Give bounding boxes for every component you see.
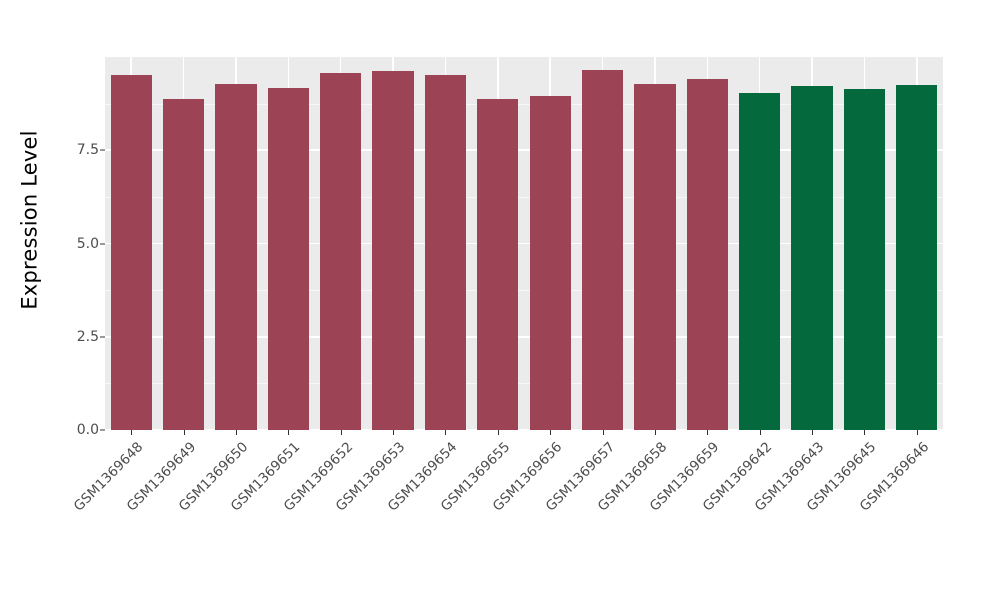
gridline-major-horizontal: [105, 242, 943, 245]
bar[interactable]: [896, 85, 938, 430]
gridline-minor-horizontal: [105, 196, 943, 198]
x-axis-tick-mark: [445, 430, 447, 435]
gridline-minor-horizontal: [105, 290, 943, 292]
x-axis-tick-mark: [602, 430, 604, 435]
x-axis-tick-mark: [288, 430, 290, 435]
bars-layer: [105, 57, 943, 430]
y-axis-tick-mark: [100, 429, 105, 431]
bar[interactable]: [267, 88, 309, 430]
bar[interactable]: [215, 84, 257, 430]
bar[interactable]: [424, 75, 467, 430]
x-axis-tick-mark: [131, 430, 133, 435]
x-axis-tick-mark: [759, 430, 761, 435]
bar[interactable]: [581, 70, 624, 430]
x-axis-tick-mark: [707, 430, 709, 435]
y-axis-tick-mark: [100, 336, 105, 338]
x-axis-tick-mark: [393, 430, 395, 435]
y-axis-tick-label: 7.5: [76, 142, 99, 159]
bar[interactable]: [634, 84, 676, 430]
y-axis-title: Expression Level: [0, 0, 60, 440]
bar[interactable]: [791, 86, 833, 430]
gridline-major-horizontal: [105, 335, 943, 338]
gridline-major-horizontal: [105, 429, 943, 430]
bar[interactable]: [162, 99, 205, 430]
y-axis-tick-mark: [100, 149, 105, 151]
bar[interactable]: [529, 96, 571, 430]
bar[interactable]: [739, 93, 781, 430]
y-axis-tick-label: 2.5: [76, 328, 99, 345]
x-axis: GSM1369648 GSM1369649 GSM1369650 GSM1369651…: [71, 430, 943, 580]
y-axis-tick-mark: [100, 243, 105, 244]
y-axis-tick-label: 0.0: [76, 422, 99, 438]
bar[interactable]: [320, 73, 362, 430]
bar[interactable]: [372, 71, 414, 430]
bar[interactable]: [477, 99, 519, 430]
bar[interactable]: [843, 89, 886, 430]
y-axis-title-label: Expression Level: [18, 130, 42, 310]
gridline-minor-horizontal: [105, 383, 943, 385]
y-axis-tick-label: 5.0: [76, 235, 99, 252]
bar[interactable]: [686, 79, 728, 430]
x-axis-tick-mark: [340, 430, 342, 435]
x-axis-tick-mark: [916, 430, 918, 435]
y-axis: 0.0 2.5 5.0 7.5: [60, 0, 105, 580]
x-axis-tick-mark: [864, 430, 866, 435]
x-axis-tick-mark: [812, 430, 814, 435]
x-axis-tick-mark: [183, 430, 185, 435]
x-axis-tick-mark: [550, 430, 552, 435]
x-axis-tick-mark: [654, 430, 656, 435]
bar[interactable]: [110, 75, 152, 430]
x-axis-tick-mark: [235, 430, 237, 435]
bar-chart: Expression Level 0.0 2.5 5.0 7.5 GSM1369648…: [0, 0, 943, 580]
gridline-major-horizontal: [105, 149, 943, 152]
plot-panel: [105, 57, 943, 430]
gridline-minor-horizontal: [105, 103, 943, 105]
x-axis-tick-mark: [497, 430, 499, 435]
